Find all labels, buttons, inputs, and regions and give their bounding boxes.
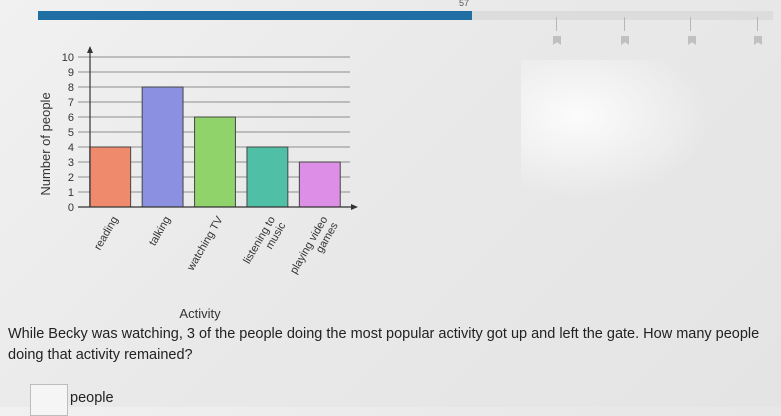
y-tick-label: 7 (68, 97, 74, 109)
bookmark-icon (553, 36, 561, 45)
x-axis-title: Activity (179, 306, 221, 321)
answer-input[interactable] (30, 384, 68, 416)
question-text: While Becky was watching, 3 of the peopl… (8, 326, 760, 363)
y-tick-label: 10 (62, 52, 74, 64)
y-tick-label: 3 (68, 157, 74, 169)
progress-step-tick (556, 17, 557, 31)
y-tick-label: 5 (68, 127, 74, 139)
bookmark-icon (688, 36, 696, 45)
y-tick-label: 8 (68, 82, 74, 94)
y-axis-title: Number of people (38, 92, 53, 195)
bookmark-icon (621, 36, 629, 45)
x-tick-label: talking (147, 215, 173, 249)
bookmark-icon (754, 36, 762, 45)
y-axis-arrow (87, 46, 93, 53)
progress-step-tick (690, 17, 691, 31)
bar-chart: reading talking watching TV listening tomus… (0, 40, 380, 330)
y-tick-label: 0 (68, 202, 74, 214)
y-tick-label: 6 (68, 112, 74, 124)
progress-bar (38, 11, 773, 20)
x-tick-label: playing videogames (288, 214, 341, 282)
bar (89, 146, 132, 208)
x-tick-label: reading (92, 215, 121, 253)
bar (194, 116, 236, 208)
x-tick-label: watching TV (185, 214, 226, 274)
y-tick-label: 9 (68, 67, 74, 79)
bar (141, 86, 184, 208)
x-axis-arrow (351, 204, 358, 210)
y-tick-label: 2 (68, 172, 74, 184)
screen-glare (521, 60, 711, 200)
progress-count: 57 (459, 0, 470, 8)
x-tick-label: listening tomusic (241, 214, 288, 272)
y-tick-label: 1 (68, 187, 74, 199)
progress-step-tick (624, 17, 625, 31)
bar (246, 146, 289, 208)
progress-step-tick (757, 17, 758, 31)
bar (298, 161, 341, 208)
bar-chart-svg: reading talking watching TV listening tomus… (38, 46, 358, 321)
y-tick-label: 4 (68, 142, 74, 154)
answer-unit-label: people (70, 390, 114, 406)
progress-fill (38, 11, 472, 20)
